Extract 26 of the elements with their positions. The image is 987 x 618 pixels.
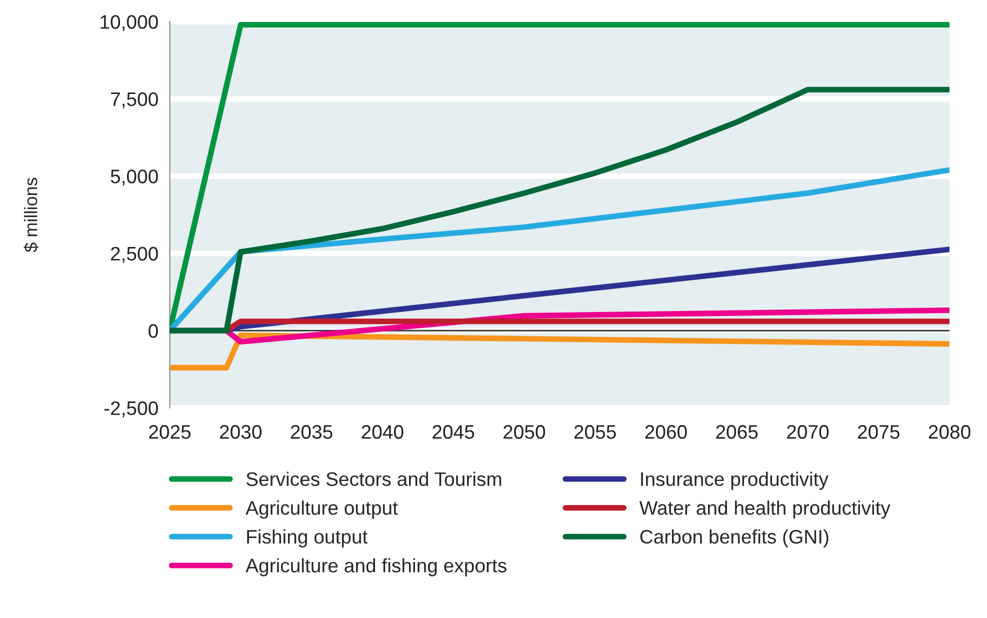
legend-label: Agriculture and fishing exports bbox=[246, 558, 506, 576]
x-tick-label: 2025 bbox=[149, 425, 191, 439]
x-tick-label: 2035 bbox=[290, 425, 332, 439]
x-tick-label: 2040 bbox=[362, 425, 404, 439]
legend-label: Carbon benefits (GNI) bbox=[640, 529, 828, 548]
x-tick-label: 2075 bbox=[858, 425, 900, 439]
x-tick-label: 2050 bbox=[504, 425, 546, 439]
x-tick-label: 2060 bbox=[645, 425, 687, 439]
legend-label: Fishing output bbox=[247, 529, 368, 548]
legend-label: Agriculture output bbox=[246, 500, 398, 519]
y-tick-label: 7,500 bbox=[110, 92, 158, 108]
y-tick-label: -2,500 bbox=[104, 401, 158, 418]
legend-label: Water and health productivity bbox=[639, 500, 890, 519]
legend-label: Services Sectors and Tourism bbox=[246, 472, 502, 486]
x-tick-label: 2030 bbox=[220, 425, 262, 439]
x-tick-label: 2080 bbox=[928, 425, 970, 439]
y-tick-label: 2,500 bbox=[110, 246, 158, 263]
y-tick-label: 10,000 bbox=[100, 15, 158, 32]
x-tick-label: 2070 bbox=[787, 425, 829, 439]
y-tick-label: 0 bbox=[148, 324, 158, 338]
legend-label: Insurance productivity bbox=[641, 472, 828, 490]
y-tick-label: 5,000 bbox=[110, 170, 158, 186]
x-tick-label: 2045 bbox=[432, 425, 474, 439]
x-tick-label: 2055 bbox=[574, 425, 616, 439]
x-tick-label: 2065 bbox=[716, 425, 758, 439]
y-axis-title: $ millions bbox=[24, 178, 38, 252]
